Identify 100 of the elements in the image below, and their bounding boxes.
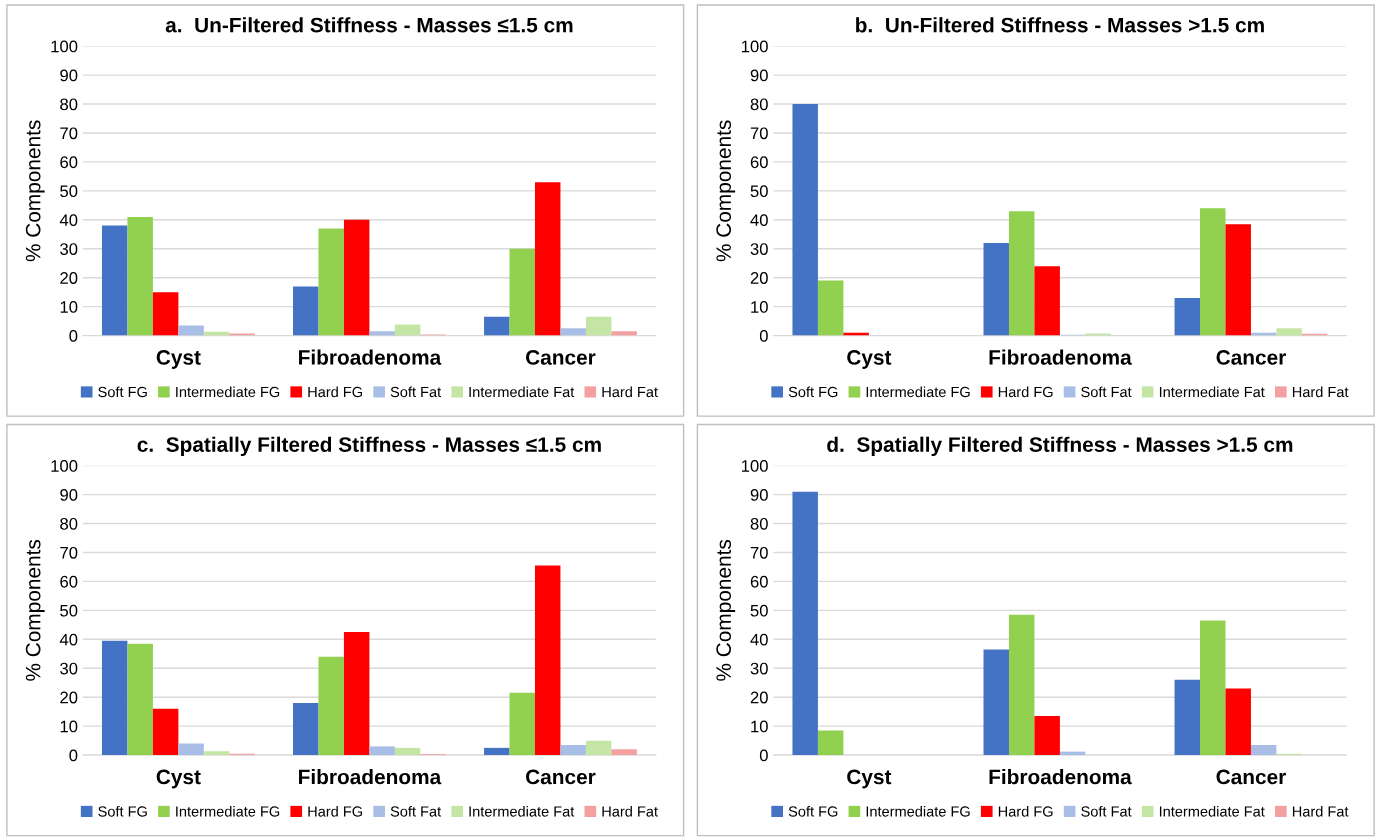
y-tick-label: 90 (60, 488, 78, 501)
chart-title: b. Un-Filtered Stiffness - Masses >1.5 cm (856, 17, 1264, 33)
bar (983, 242, 1009, 336)
legend-label: Intermediate FG (866, 805, 970, 817)
y-tick-label: 100 (51, 460, 78, 472)
x-tick-label: Fibroadenoma (989, 768, 1132, 785)
bar (394, 747, 421, 756)
legend-label: Soft FG (788, 805, 838, 817)
y-tick-label: 90 (60, 69, 78, 82)
y-tick-label: 40 (59, 633, 78, 646)
bar (1008, 614, 1035, 756)
bar (983, 649, 1009, 756)
y-tick-label: 100 (51, 40, 78, 53)
legend-label: Intermediate Fat (1159, 386, 1265, 398)
bar (817, 730, 844, 756)
bar (1225, 688, 1251, 756)
legend-label: Soft Fat (1081, 386, 1132, 398)
y-tick-label: 10 (751, 720, 768, 733)
y-tick-label: 50 (60, 185, 78, 198)
x-tick-label: Fibroadenoma (989, 349, 1132, 365)
bar (1250, 744, 1277, 756)
legend-label: Hard Fat (1292, 805, 1349, 817)
y-tick-label: 10 (60, 720, 78, 733)
y-tick-label: 10 (751, 301, 768, 313)
x-tick-label: Cyst (156, 350, 201, 369)
y-tick-label: 20 (750, 691, 768, 704)
bar (152, 708, 179, 756)
y-axis-title: % Components (716, 120, 736, 262)
y-tick-label: 0 (69, 749, 78, 762)
x-tick-label: Cancer (1216, 350, 1286, 365)
y-tick-label: 50 (60, 604, 78, 617)
legend-label: Soft Fat (390, 805, 442, 817)
legend-label: Hard Fat (602, 386, 658, 398)
legend-label: Hard FG (308, 386, 362, 398)
bar (318, 228, 344, 336)
x-tick-label: Fibroadenoma (299, 768, 442, 785)
y-tick-label: 30 (60, 243, 78, 255)
bar (369, 746, 395, 756)
bar (101, 225, 128, 336)
bar (1200, 208, 1226, 336)
y-tick-label: 70 (60, 127, 78, 140)
bar (293, 703, 319, 756)
y-tick-label: 60 (60, 156, 78, 169)
y-tick-label: 90 (750, 69, 768, 82)
bar (817, 280, 844, 336)
bar (203, 751, 230, 756)
y-tick-label: 20 (60, 272, 78, 284)
legend-label: Intermediate Fat (469, 805, 575, 817)
y-tick-label: 30 (60, 662, 78, 675)
y-tick-label: 60 (750, 156, 768, 169)
y-tick-label: 80 (750, 517, 768, 530)
legend-label: Intermediate FG (866, 386, 970, 398)
bar (127, 216, 153, 336)
bar (1034, 716, 1060, 756)
legend-label: Hard Fat (1292, 386, 1349, 398)
bar (585, 740, 612, 756)
bar (560, 744, 586, 756)
x-tick-label: Cyst (847, 350, 892, 369)
bar (1200, 620, 1226, 756)
bar (1225, 224, 1251, 336)
bar (1174, 679, 1201, 756)
x-tick-label: Cyst (847, 769, 892, 789)
y-tick-label: 70 (750, 546, 768, 559)
legend-label: Hard FG (308, 805, 362, 817)
y-tick-label: 10 (60, 301, 78, 313)
legend-label: Intermediate Fat (469, 386, 575, 398)
y-axis-title: % Components (25, 539, 45, 681)
y-tick-label: 40 (59, 214, 78, 227)
bar (484, 316, 510, 336)
bar (534, 565, 561, 756)
y-tick-label: 20 (750, 272, 768, 284)
bar (792, 491, 818, 756)
y-tick-label: 30 (750, 243, 768, 255)
x-tick-label: Fibroadenoma (299, 349, 442, 365)
bar (369, 331, 395, 336)
bar (1276, 328, 1302, 336)
legend-label: Intermediate FG (176, 805, 280, 817)
legend-label: Hard FG (998, 805, 1053, 817)
y-tick-label: 0 (759, 749, 768, 762)
bar (293, 286, 319, 336)
legend-label: Soft FG (98, 386, 147, 398)
y-axis-title: % Components (716, 539, 736, 681)
legend-label: Soft Fat (390, 386, 442, 398)
y-tick-label: 50 (750, 185, 768, 198)
bar (343, 632, 370, 756)
y-tick-label: 90 (750, 488, 768, 501)
y-tick-label: 20 (60, 691, 78, 704)
chart-title: d. Spatially Filtered Stiffness - Masses >1.5 cm (827, 436, 1293, 457)
bar (611, 331, 637, 336)
y-tick-label: 70 (750, 127, 768, 140)
y-tick-label: 80 (60, 517, 78, 530)
y-tick-label: 100 (741, 460, 768, 472)
bar (484, 747, 510, 756)
y-axis-title: % Components (25, 120, 45, 262)
legend-label: Intermediate Fat (1159, 805, 1265, 817)
y-tick-label: 40 (750, 633, 768, 646)
x-tick-label: Cancer (525, 769, 596, 785)
bar (152, 292, 179, 336)
bar (1034, 266, 1060, 336)
y-tick-label: 60 (750, 575, 768, 588)
